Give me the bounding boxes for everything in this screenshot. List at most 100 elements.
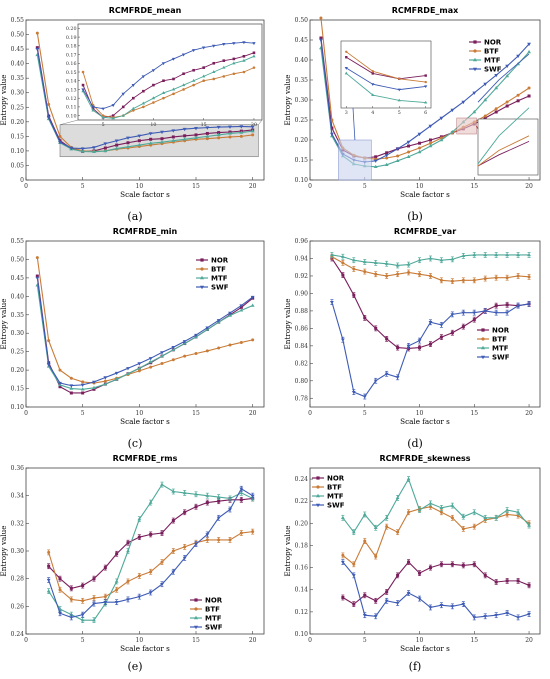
inset-left-series-mtf	[346, 73, 426, 104]
data-point-mtf	[351, 258, 356, 262]
data-point-mtf	[194, 135, 198, 140]
data-point-nor	[516, 579, 520, 583]
data-point-nor	[183, 134, 187, 138]
plot-area	[25, 467, 265, 635]
x-tick-label: 5	[363, 183, 367, 190]
data-point-swf	[92, 146, 96, 150]
data-point-nor	[92, 387, 96, 391]
data-point-swf	[58, 381, 62, 386]
data-point-swf	[428, 124, 433, 129]
data-point-btf	[385, 156, 389, 160]
data-point-swf	[160, 583, 164, 587]
data-point-mtf	[428, 501, 433, 505]
inset-x-tick-label: 3	[345, 110, 348, 116]
data-point-swf	[384, 599, 389, 603]
y-axis-label: Entropy value	[0, 298, 8, 349]
data-point-nor	[183, 510, 187, 514]
inset-left-point-swf	[424, 85, 428, 89]
legend-marker	[473, 67, 477, 72]
data-point-swf	[483, 615, 488, 619]
data-point-swf	[103, 600, 108, 605]
data-point-mtf	[171, 138, 176, 142]
data-point-btf	[516, 274, 520, 278]
data-point-nor	[450, 331, 454, 335]
data-point-mtf	[461, 514, 466, 518]
inset-point-btf	[172, 92, 175, 96]
y-tick-label: 0.10	[295, 177, 309, 184]
data-point-nor	[407, 560, 411, 564]
x-tick-label: 20	[525, 183, 533, 190]
data-point-nor	[137, 535, 141, 539]
legend-marker	[316, 485, 320, 489]
data-point-mtf	[450, 257, 455, 261]
x-tick-label: 0	[24, 410, 28, 417]
y-tick-label: 0.45	[295, 37, 309, 44]
x-tick-label: 0	[308, 183, 312, 190]
inset-point-swf	[101, 107, 105, 111]
legend-label-swf: SWF	[205, 624, 223, 632]
legend-marker	[194, 615, 198, 620]
inset-left-point-swf	[344, 67, 348, 70]
inset-point-swf	[161, 62, 166, 66]
x-tick-label: 5	[363, 637, 367, 644]
y-tick-label: 0.35	[11, 75, 25, 82]
plot-area	[25, 240, 265, 408]
inset-point-mtf	[212, 70, 216, 74]
data-point-btf	[352, 267, 356, 271]
data-point-mtf	[472, 109, 477, 114]
data-point-btf	[516, 93, 520, 97]
legend-label-mtf: MTF	[492, 345, 509, 353]
data-point-swf	[58, 140, 62, 145]
x-tick-label: 15	[470, 410, 478, 417]
data-point-mtf	[160, 482, 164, 486]
data-point-swf	[148, 591, 153, 595]
data-point-nor	[47, 564, 51, 568]
inset-point-nor	[162, 79, 165, 83]
data-point-mtf	[428, 256, 433, 260]
data-point-mtf	[216, 132, 221, 137]
y-tick-label: 0.30	[11, 90, 25, 97]
legend-marker	[481, 355, 485, 360]
data-point-nor	[439, 562, 443, 566]
x-tick-label: 10	[136, 637, 144, 644]
plot-area	[309, 240, 541, 408]
data-point-nor	[461, 325, 465, 329]
plot-area	[309, 467, 541, 635]
data-point-swf	[395, 376, 400, 380]
data-point-btf	[505, 100, 509, 104]
data-point-btf	[47, 339, 51, 343]
data-point-swf	[137, 134, 142, 138]
inset-point-swf	[242, 41, 246, 45]
inset-left-point-btf	[371, 70, 374, 73]
data-point-mtf	[228, 131, 232, 135]
data-point-swf	[527, 42, 531, 47]
legend-label-nor: NOR	[484, 39, 502, 47]
data-point-btf	[251, 338, 255, 342]
data-point-swf	[472, 91, 477, 95]
data-point-swf	[126, 367, 130, 371]
legend-marker	[473, 49, 477, 53]
legend-label-btf: BTF	[484, 48, 499, 56]
data-point-btf	[450, 516, 454, 520]
data-point-swf	[406, 591, 411, 596]
data-point-btf	[407, 510, 411, 514]
data-point-btf	[205, 538, 209, 542]
inset-y-tick-label: 0.11	[66, 105, 77, 111]
data-point-mtf	[92, 618, 96, 622]
data-point-btf	[228, 135, 232, 139]
chart-title: RCMFRDE_var	[394, 227, 456, 236]
data-point-nor	[92, 577, 96, 581]
data-point-btf	[527, 86, 531, 90]
data-point-mtf	[406, 476, 411, 481]
y-tick-label: 0.50	[11, 256, 25, 263]
inset-point-swf	[252, 42, 256, 46]
data-point-nor	[494, 304, 498, 308]
x-tick-label: 5	[81, 637, 85, 644]
legend-label-mtf: MTF	[211, 275, 228, 283]
legend-label-nor: NOR	[492, 327, 510, 335]
data-point-btf	[450, 279, 454, 283]
inset-point-btf	[232, 72, 236, 76]
data-point-swf	[384, 372, 389, 376]
data-point-nor	[385, 337, 389, 341]
